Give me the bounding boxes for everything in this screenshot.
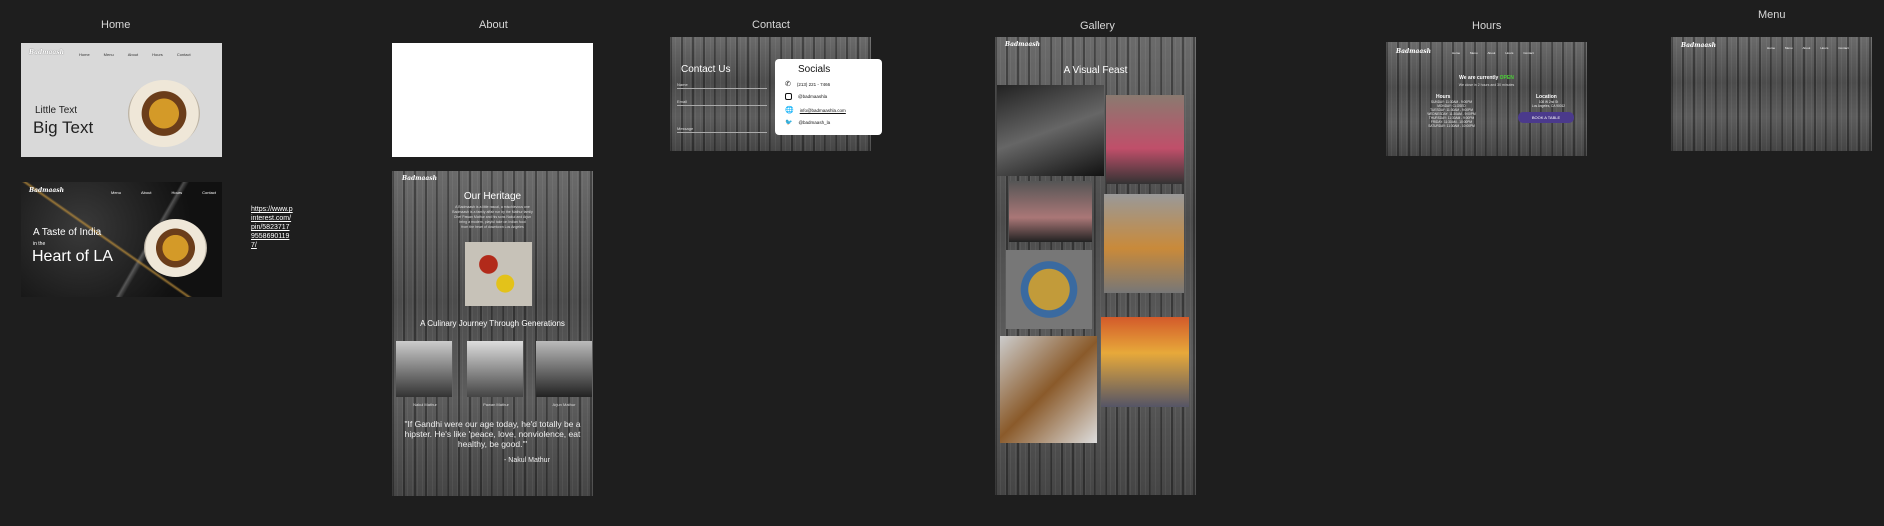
nav-contact[interactable]: Contact xyxy=(1838,46,1849,50)
quote-author: - Nakul Mathur xyxy=(504,457,550,464)
socials-title: Socials xyxy=(798,64,831,75)
socials-card[interactable]: Socials ✆ (213) 221 - 7466 @badmaashla 🌐… xyxy=(775,59,882,135)
nav-home[interactable]: Home xyxy=(1452,51,1461,55)
phone-icon: ✆ xyxy=(785,81,791,88)
brand-logo[interactable]: Badmaash xyxy=(1005,41,1041,48)
contact-title: Contact Us xyxy=(681,64,731,75)
big-text: Big Text xyxy=(33,118,94,137)
chef-name-2: Pawan Mathur xyxy=(483,402,509,407)
hours-list: SUNDAY: 11:30AM - 9:00PM MONDAY: CLOSED … xyxy=(1427,100,1476,128)
spices-photo xyxy=(465,242,532,306)
chef-photo-2 xyxy=(467,341,523,397)
message-field[interactable] xyxy=(677,132,767,133)
home-nav-dark: Menu About Hours Contact xyxy=(111,190,216,195)
close-countdown: We close in 2 hours and 30 minutes xyxy=(1458,83,1515,87)
name-field-label[interactable]: Name xyxy=(677,82,688,87)
chef-name-1: Nakul Mathur xyxy=(413,402,437,407)
twitter-icon: 🐦 xyxy=(785,120,793,126)
home-nav: Home Menu About Hours Contact xyxy=(79,52,191,57)
pinterest-link[interactable]: https://www.pinterest.com/pin/5823717955… xyxy=(251,206,293,249)
brand-logo[interactable]: Badmaash xyxy=(29,49,65,56)
frame-label-contact[interactable]: Contact xyxy=(752,19,790,31)
nav-hours[interactable]: Hours xyxy=(171,190,183,195)
hero-line-2: in the xyxy=(33,241,46,247)
hero-line-1: A Taste of India xyxy=(33,227,102,238)
frame-label-hours[interactable]: Hours xyxy=(1472,20,1502,32)
location-lines: 108 W 2nd St Los Angeles, CA 90012 xyxy=(1531,100,1566,108)
frame-label-menu[interactable]: Menu xyxy=(1758,9,1786,21)
gallery-frame[interactable]: Badmaash A Visual Feast xyxy=(995,37,1196,495)
gandhi-quote: "If Gandhi were our age today, he'd tota… xyxy=(404,419,581,449)
frame-label-about[interactable]: About xyxy=(479,19,508,31)
nav-about[interactable]: About xyxy=(1487,51,1496,55)
social-row-web[interactable]: 🌐 info@badmaashla.com xyxy=(785,107,846,114)
chef-name-3: Arjun Mathur xyxy=(552,402,576,407)
food-plate-image xyxy=(144,219,207,277)
brand-logo[interactable]: Badmaash xyxy=(29,187,65,194)
frame-label-home[interactable]: Home xyxy=(101,19,131,31)
heritage-text: A Badmaash is a little rascal, a mischie… xyxy=(452,205,533,229)
hours-nav: Home Menu About Hours Contact xyxy=(1452,51,1534,55)
gallery-photo-soup xyxy=(1006,250,1092,329)
gallery-photo-group xyxy=(997,85,1104,176)
social-row-twitter[interactable]: 🐦 @badmaash_la xyxy=(785,120,831,126)
book-table-button[interactable]: BOOK A TABLE xyxy=(1518,112,1574,123)
about-frame[interactable]: Badmaash Our Heritage A Badmaash is a li… xyxy=(392,171,593,496)
brand-logo[interactable]: Badmaash xyxy=(1681,42,1717,49)
menu-nav: Home Menu About Hours Contact xyxy=(1767,46,1849,50)
social-row-phone[interactable]: ✆ (213) 221 - 7466 xyxy=(785,81,831,88)
nav-about[interactable]: About xyxy=(127,52,139,57)
heritage-title: Our Heritage xyxy=(463,191,522,202)
nav-about[interactable]: About xyxy=(141,190,152,195)
nav-menu[interactable]: Menu xyxy=(103,52,114,57)
home-frame-light[interactable]: Badmaash Home Menu About Hours Contact L… xyxy=(21,43,222,157)
nav-contact[interactable]: Contact xyxy=(202,190,216,195)
frame-label-gallery[interactable]: Gallery xyxy=(1080,20,1115,32)
open-status: We are currently OPEN xyxy=(1459,75,1514,81)
nav-contact[interactable]: Contact xyxy=(1523,51,1534,55)
nav-hours[interactable]: Hours xyxy=(152,52,163,57)
food-plate-image xyxy=(128,80,200,147)
menu-frame[interactable]: Badmaash Home Menu About Hours Contact xyxy=(1671,37,1872,151)
email-field-label[interactable]: Email xyxy=(677,99,688,104)
about-blank-frame[interactable] xyxy=(392,43,593,157)
nav-home[interactable]: Home xyxy=(79,52,90,57)
nav-hours[interactable]: Hours xyxy=(1505,51,1514,55)
chef-photo-3 xyxy=(536,341,592,397)
nav-menu[interactable]: Menu xyxy=(111,190,122,195)
nav-home[interactable]: Home xyxy=(1767,46,1776,50)
hours-title: Hours xyxy=(1436,94,1451,100)
nav-hours[interactable]: Hours xyxy=(1820,46,1829,50)
gallery-title: A Visual Feast xyxy=(1063,65,1128,76)
location-title: Location xyxy=(1536,94,1557,100)
journey-title: A Culinary Journey Through Generations xyxy=(420,319,565,328)
open-badge: OPEN xyxy=(1499,75,1514,81)
nav-menu[interactable]: Menu xyxy=(1785,46,1793,50)
nav-menu[interactable]: Menu xyxy=(1470,51,1478,55)
hours-frame[interactable]: Badmaash Home Menu About Hours Contact W… xyxy=(1386,42,1587,156)
little-text: Little Text xyxy=(35,105,78,116)
nav-contact[interactable]: Contact xyxy=(176,52,191,57)
instagram-icon xyxy=(785,93,792,100)
social-row-instagram[interactable]: @badmaashla xyxy=(785,93,827,100)
gallery-photo-woman xyxy=(1106,95,1184,184)
message-field-label[interactable]: Message xyxy=(677,126,694,131)
gallery-photo-plates xyxy=(1000,336,1097,443)
brand-logo[interactable]: Badmaash xyxy=(1396,48,1432,55)
nav-about[interactable]: About xyxy=(1802,46,1811,50)
home-frame-dark[interactable]: Badmaash Menu About Hours Contact A Tast… xyxy=(21,182,222,297)
email-field[interactable] xyxy=(677,105,767,106)
chef-photo-1 xyxy=(396,341,452,397)
gallery-photo-takeout xyxy=(1104,194,1184,293)
gallery-photo-couple xyxy=(1009,181,1092,242)
hero-line-3: Heart of LA xyxy=(32,248,113,265)
name-field[interactable] xyxy=(677,88,767,89)
gallery-photo-festival xyxy=(1101,317,1189,407)
brand-logo[interactable]: Badmaash xyxy=(402,175,438,182)
globe-icon: 🌐 xyxy=(785,107,794,114)
